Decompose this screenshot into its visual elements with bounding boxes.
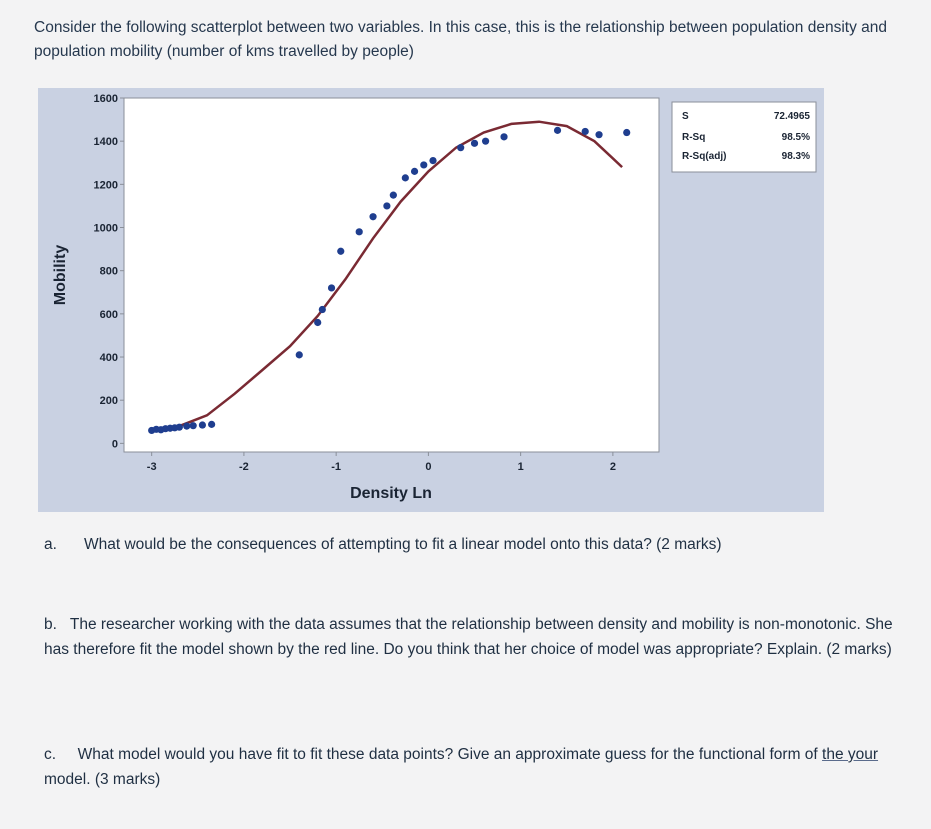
y-tick-label: 1600 bbox=[94, 93, 118, 105]
scatter-point bbox=[481, 137, 490, 145]
question-c-marker: c. bbox=[44, 746, 57, 763]
stats-label-rsq-adj: R-Sq(adj) bbox=[682, 151, 726, 162]
scatter-point bbox=[420, 161, 428, 169]
x-tick-label: 1 bbox=[518, 461, 524, 473]
scatter-point bbox=[500, 133, 508, 141]
question-a: a. What would be the consequences of atte… bbox=[44, 532, 914, 557]
chart-panel: 0 200 400 600 800 1000 1200 1400 1600 -3 -2 -1 0 1 2 … bbox=[38, 88, 824, 512]
y-axis-label: Mobility bbox=[52, 245, 69, 306]
y-tick-label: 200 bbox=[100, 395, 118, 407]
question-b-text: The researcher working with the data ass… bbox=[44, 616, 893, 658]
scatter-point bbox=[175, 423, 183, 431]
scatter-point bbox=[314, 318, 322, 327]
x-tick-label: 2 bbox=[610, 461, 616, 473]
y-tick-label: 0 bbox=[112, 438, 118, 450]
plot-area bbox=[123, 97, 660, 453]
y-tick-label: 400 bbox=[100, 352, 118, 364]
x-tick-label: 0 bbox=[425, 461, 431, 473]
scatter-point bbox=[189, 422, 197, 430]
y-tick-label: 1400 bbox=[94, 136, 118, 148]
scatter-point bbox=[457, 144, 465, 152]
scatter-point bbox=[553, 126, 562, 134]
scatter-point bbox=[470, 139, 479, 147]
scatter-point bbox=[355, 228, 363, 236]
scatter-point bbox=[581, 127, 589, 136]
scatter-point bbox=[595, 131, 603, 139]
question-b-marker: b. bbox=[44, 616, 57, 633]
scatter-point bbox=[337, 247, 345, 255]
question-a-marker: a. bbox=[44, 536, 57, 553]
scatter-point bbox=[369, 213, 377, 221]
stats-value-rsq: 98.5% bbox=[782, 132, 810, 143]
scatter-point bbox=[429, 156, 437, 165]
question-c-text-end: model. (3 marks) bbox=[44, 771, 161, 788]
scatter-point bbox=[410, 167, 419, 175]
scatter-point bbox=[208, 420, 216, 428]
scatter-point bbox=[383, 202, 391, 210]
stats-value-rsq-adj: 98.3% bbox=[782, 151, 810, 162]
scatter-point bbox=[318, 305, 326, 314]
intro-text: Consider the following scatterplot betwe… bbox=[34, 19, 887, 60]
scatter-point bbox=[183, 422, 191, 430]
x-axis-label: Density Ln bbox=[350, 485, 432, 502]
y-tick-label: 1000 bbox=[94, 223, 118, 235]
fit-line bbox=[151, 120, 623, 432]
question-a-text: What would be the consequences of attemp… bbox=[84, 536, 722, 553]
stats-value-s: 72.4965 bbox=[774, 111, 811, 122]
scatter-point bbox=[401, 174, 409, 182]
stats-label-s: S bbox=[682, 111, 689, 122]
x-tick-label: -1 bbox=[331, 461, 341, 473]
y-tick-label: 600 bbox=[100, 309, 118, 321]
stats-box: S R-Sq R-Sq(adj) 72.4965 98.5% 98.3% bbox=[671, 101, 817, 173]
y-tick-label: 800 bbox=[100, 266, 118, 278]
x-tick-label: -3 bbox=[147, 461, 157, 473]
y-tick-label: 1200 bbox=[94, 179, 118, 191]
question-c-text: What model would you have fit to fit the… bbox=[77, 746, 823, 763]
scatter-point bbox=[623, 128, 631, 137]
stats-label-rsq: R-Sq bbox=[682, 132, 705, 143]
question-c: c. What model would you have fit to fit … bbox=[44, 742, 914, 792]
x-tick-label: -2 bbox=[239, 461, 249, 473]
question-b: b. The researcher working with the data … bbox=[44, 612, 914, 662]
scatter-point bbox=[295, 351, 303, 359]
scatter-point bbox=[198, 421, 207, 429]
scatter-point bbox=[327, 284, 336, 292]
scatter-point bbox=[389, 191, 397, 199]
question-c-underlined-text: the your bbox=[822, 746, 879, 763]
